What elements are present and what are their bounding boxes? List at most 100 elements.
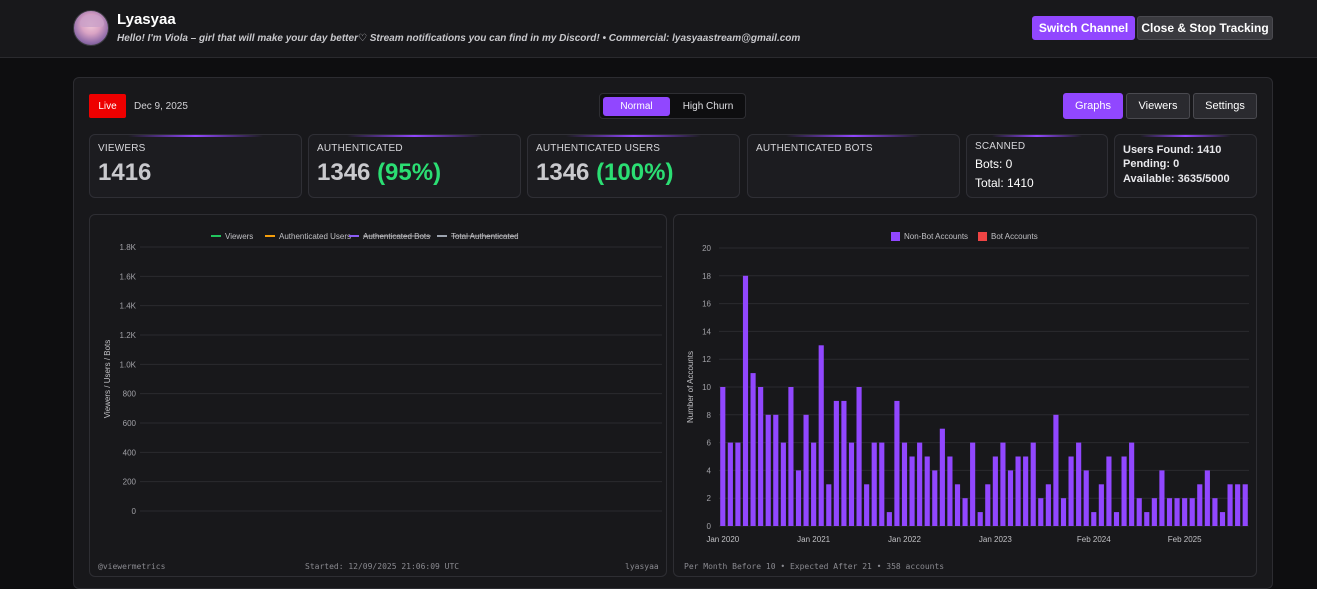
bar-non-bot [1212, 498, 1218, 526]
viewers-card: VIEWERS 1416 [89, 134, 302, 198]
bar-non-bot [992, 456, 998, 526]
bar-non-bot [970, 442, 976, 526]
authenticated-users-value: 1346 [536, 159, 590, 186]
y-tick-label: 800 [123, 390, 137, 399]
bar-non-bot [864, 484, 870, 526]
y-tick-label: 1.8K [120, 243, 137, 252]
bar-non-bot [985, 484, 991, 526]
bar-non-bot [833, 400, 839, 526]
y-tick-label: 2 [707, 494, 712, 503]
stop-tracking-button[interactable]: Close & Stop Tracking [1137, 16, 1273, 40]
users-found-card: Users Found: 1410 Pending: 0 Available: … [1114, 134, 1257, 198]
bar-non-bot [947, 456, 953, 526]
mode-high-churn-button[interactable]: High Churn [682, 101, 734, 112]
bar-non-bot [1091, 512, 1097, 526]
bar-non-bot [1076, 442, 1082, 526]
y-tick-label: 12 [702, 355, 711, 364]
pending-count: Pending: 0 [1123, 158, 1180, 170]
bar-non-bot [765, 414, 771, 526]
bar-non-bot [742, 275, 749, 526]
x-tick-label: Jan 2022 [888, 535, 921, 544]
viewers-line-chart: 0 200 400 600 800 1.0K 1.2K 1.4K 1.6K 1.8K Viewers… [103, 232, 662, 516]
bar-non-bot [894, 400, 900, 526]
footer-started: Started: 12/09/2025 21:06:09 UTC [305, 562, 460, 571]
scanned-label: SCANNED [975, 141, 1026, 152]
bar-non-bot [773, 414, 779, 526]
bar-non-bot [1197, 484, 1203, 526]
bar-non-bot [1159, 470, 1165, 526]
x-tick-label: Feb 2025 [1168, 535, 1202, 544]
viewers-line-chart-panel: 0 200 400 600 800 1.0K 1.2K 1.4K 1.6K 1.8K Viewers… [89, 214, 667, 577]
legend-swatch [978, 232, 987, 241]
bar-non-bot [1113, 512, 1120, 526]
bar-non-bot [1068, 456, 1074, 526]
top-bar: Lyasyaa Hello! I'm Viola – girl that wil… [0, 0, 1317, 58]
bar-non-bot [1121, 456, 1127, 526]
bar-non-bot [917, 442, 923, 526]
authenticated-users-card: AUTHENTICATED USERS 1346 (100%) [527, 134, 740, 198]
bar-non-bot [758, 387, 764, 526]
users-found: Users Found: 1410 [1123, 144, 1222, 156]
bar-non-bot [720, 387, 726, 526]
y-tick-label: 1.4K [120, 302, 137, 311]
legend-entry: Authenticated Bots [363, 232, 430, 241]
bar-non-bot [818, 345, 824, 526]
account-age-bar-chart-panel: 0 2 4 6 8 10 12 14 16 18 20 Number of Accounts Jan 2… [673, 214, 1257, 577]
y-axis-label: Number of Accounts [686, 351, 695, 423]
bar-non-bot [1038, 498, 1044, 526]
bar-non-bot [848, 442, 855, 526]
legend-entry: Viewers [225, 232, 253, 241]
authenticated-users-label: AUTHENTICATED USERS [536, 143, 661, 154]
y-tick-label: 16 [702, 300, 711, 309]
bar-non-bot [1174, 498, 1180, 526]
bar-non-bot [1000, 442, 1006, 526]
bar-non-bot [932, 470, 938, 526]
avatar[interactable] [73, 10, 109, 46]
legend-entry: Total Authenticated [451, 232, 519, 241]
y-tick-label: 1.0K [120, 360, 137, 369]
x-tick-label: Jan 2021 [797, 535, 830, 544]
authenticated-value-line: 1346 (95%) [317, 159, 441, 187]
y-axis-label: Viewers / Users / Bots [103, 340, 112, 419]
y-tick-label: 1.6K [120, 272, 137, 281]
scanned-bots: Bots: 0 [975, 157, 1013, 171]
bar-non-bot [1129, 442, 1135, 526]
y-tick-label: 600 [123, 419, 137, 428]
mode-normal-button[interactable]: Normal [603, 97, 670, 116]
bar-non-bot [1015, 456, 1021, 526]
authenticated-users-percent: (100%) [596, 159, 674, 186]
x-tick-label: Feb 2024 [1077, 535, 1111, 544]
tab-graphs[interactable]: Graphs [1063, 93, 1123, 119]
channel-description: Hello! I'm Viola – girl that will make y… [117, 33, 801, 44]
legend-entry: Bot Accounts [991, 232, 1038, 241]
bar-non-bot [879, 442, 885, 526]
scanned-total: Total: 1410 [975, 176, 1034, 190]
y-tick-label: 0 [707, 522, 712, 531]
bar-non-bot [939, 428, 945, 526]
bar-non-bot [1045, 484, 1051, 526]
bar-non-bot [788, 387, 794, 526]
bar-non-bot [871, 442, 877, 526]
bar-non-bot [962, 498, 968, 526]
bar-non-bot [1227, 484, 1233, 526]
bar-non-bot [901, 442, 908, 526]
legend-entry: Non-Bot Accounts [904, 232, 968, 241]
channel-name: Lyasyaa [117, 11, 176, 28]
authenticated-bots-label: AUTHENTICATED BOTS [756, 143, 873, 154]
bar-non-bot [1023, 456, 1029, 526]
y-tick-label: 20 [702, 244, 711, 253]
x-tick-label: Jan 2023 [979, 535, 1012, 544]
bar-non-bot [924, 456, 930, 526]
viewers-value: 1416 [98, 159, 152, 186]
bar-non-bot [977, 512, 983, 526]
bar-non-bot [1098, 484, 1104, 526]
account-age-bar-chart: 0 2 4 6 8 10 12 14 16 18 20 Number of Accounts Jan 2… [686, 232, 1249, 544]
y-tick-label: 1.2K [120, 331, 137, 340]
bar-non-bot [1219, 512, 1226, 526]
bar-non-bot [1235, 484, 1241, 526]
switch-channel-button[interactable]: Switch Channel [1032, 16, 1135, 40]
bar-non-bot [811, 442, 817, 526]
tab-viewers[interactable]: Viewers [1126, 93, 1190, 119]
bar-non-bot [1060, 498, 1067, 526]
tab-settings[interactable]: Settings [1193, 93, 1257, 119]
